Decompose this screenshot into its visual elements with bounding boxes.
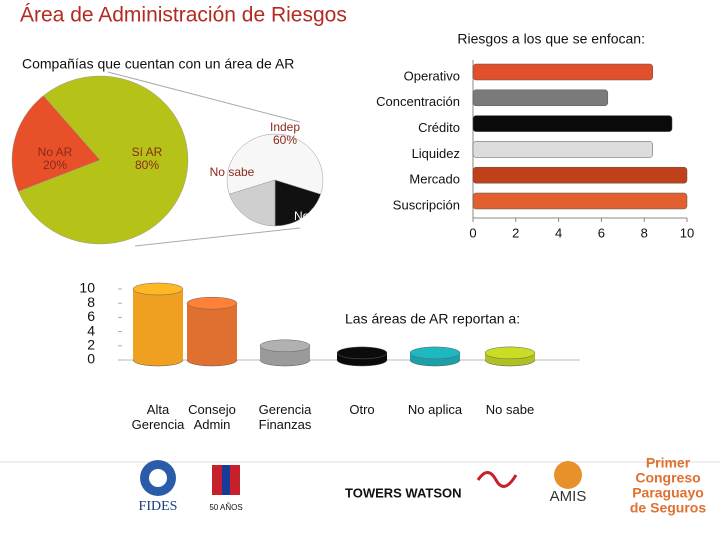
amis-logo [554, 461, 582, 489]
y-tick-label: Crédito [418, 120, 460, 135]
bar [472, 141, 654, 158]
column-top [259, 339, 311, 353]
pie-slice [11, 95, 101, 192]
bar [472, 89, 609, 107]
slice-value: 80% [135, 158, 159, 172]
pie-slice [18, 75, 189, 245]
pie-title: Compañías que cuentan con un área de AR [22, 56, 294, 72]
column-top [409, 346, 461, 360]
logo-50 [222, 465, 230, 495]
x-tick-label: Gerencia Finanzas [258, 402, 312, 432]
logo-text: FIDES [139, 499, 178, 514]
column-top [132, 282, 184, 296]
pie-slice [274, 179, 321, 227]
logo-text: Congreso [635, 470, 700, 486]
slide-title: Área de Administración de Riesgos [20, 4, 347, 27]
x-tick-label: 4 [555, 225, 562, 240]
x-tick-label: Alta Gerencia [131, 402, 185, 432]
y-tick-label: Mercado [409, 172, 460, 187]
logo-text: 50 AÑOS [209, 503, 242, 512]
x-tick-label: No aplica [407, 402, 463, 417]
logo-text: AMIS [550, 488, 587, 505]
slice-value: 20% [43, 158, 67, 172]
column-top [484, 346, 536, 360]
column-title: Las áreas de AR reportan a: [345, 311, 520, 327]
fides-logo [149, 469, 167, 487]
column-top [186, 296, 238, 310]
tw-logo [476, 471, 518, 488]
slice-label: No AR [38, 145, 73, 159]
y-tick-label: Suscripción [393, 197, 460, 212]
y-tick-label: 8 [87, 294, 95, 310]
slice-label: Sí AR [132, 145, 163, 159]
y-tick-label: 2 [87, 337, 95, 353]
pie-slice [226, 133, 324, 195]
slice-label: Indep [270, 120, 300, 134]
column-top [336, 346, 388, 360]
y-tick-label: 10 [79, 280, 95, 296]
connector [107, 71, 301, 123]
logo-text: Primer [646, 455, 691, 471]
y-tick-label: 6 [87, 308, 95, 324]
logo-text: TOWERS WATSON [345, 485, 462, 500]
x-tick-label: 10 [680, 225, 694, 240]
pie-slice [229, 179, 276, 227]
logo-text: Paraguayo [632, 485, 704, 501]
bar-title: Riesgos a los que se enfocan: [457, 31, 645, 47]
bar [472, 166, 688, 184]
x-tick-label: 0 [469, 225, 476, 240]
slice-label: No sabe [210, 165, 255, 179]
slice-label: No indep [294, 209, 342, 223]
x-tick-label: No sabe [485, 402, 535, 417]
bar [472, 115, 673, 132]
bar [472, 63, 654, 81]
x-tick-label: Consejo Admin [188, 402, 236, 432]
x-tick-label: 8 [641, 225, 648, 240]
slice-value: 60% [273, 133, 297, 147]
y-tick-label: Liquidez [412, 146, 460, 161]
y-tick-label: Operativo [404, 68, 460, 83]
bar [472, 192, 688, 210]
connector [134, 227, 301, 247]
column [187, 303, 237, 360]
y-tick-label: 0 [87, 351, 95, 367]
x-tick-label: 2 [512, 225, 519, 240]
y-tick-label: 4 [87, 322, 95, 338]
logo-text: de Seguros [630, 500, 706, 516]
x-tick-label: 6 [598, 225, 605, 240]
x-tick-label: Otro [349, 402, 375, 417]
y-tick-label: Concentración [376, 94, 460, 109]
column [133, 289, 183, 360]
